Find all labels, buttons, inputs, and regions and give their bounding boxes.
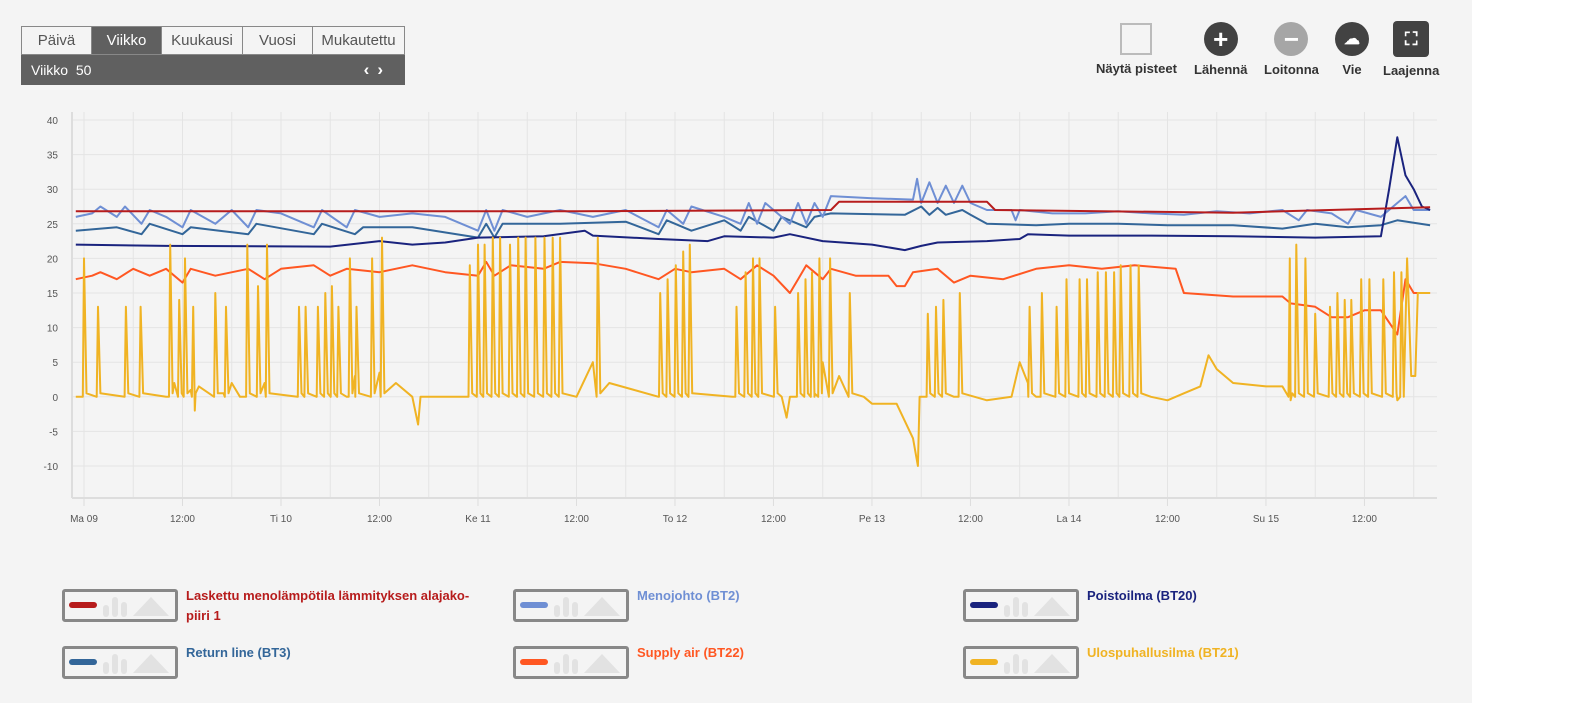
export-label: Vie xyxy=(1342,62,1362,77)
series-line-5 xyxy=(75,236,1431,467)
x-tick-label: To 12 xyxy=(663,514,688,525)
y-tick-label: 5 xyxy=(52,358,58,369)
legend-label: Ulospuhallusilma (BT21) xyxy=(1087,645,1239,660)
expand-button[interactable]: ⛶ Laajenna xyxy=(1383,21,1440,78)
bar-chart-icon xyxy=(103,654,130,674)
bar-chart-icon xyxy=(554,597,581,617)
series-swatch xyxy=(520,659,548,665)
legend-label: Return line (BT3) xyxy=(186,645,291,660)
y-tick-label: 35 xyxy=(47,151,59,162)
series-line-4 xyxy=(75,260,1431,336)
y-tick-label: -5 xyxy=(49,427,58,438)
tab-day[interactable]: Päivä xyxy=(22,27,92,54)
legend-toggle[interactable] xyxy=(963,646,1079,679)
x-tick-label: 12:00 xyxy=(1155,514,1180,525)
y-tick-label: 40 xyxy=(47,116,59,127)
series-line-0 xyxy=(75,200,1431,214)
zoom-in-button[interactable]: + Lähennä xyxy=(1194,22,1247,77)
x-tick-label: Ti 10 xyxy=(270,514,292,525)
period-selector: Päivä Viikko Kuukausi Vuosi Mukautettu V… xyxy=(21,26,405,85)
legend-label: Poistoilma (BT20) xyxy=(1087,588,1197,603)
y-tick-label: 15 xyxy=(47,289,59,300)
bar-chart-icon xyxy=(1004,654,1031,674)
temperature-chart[interactable]: -10 -5 0 5 10 15 20 25 30 35 40 Ma 09 12:00 Ti 10 12:0… xyxy=(0,0,1587,540)
bar-chart-icon xyxy=(1004,597,1031,617)
zoom-out-label: Loitonna xyxy=(1264,62,1319,77)
legend-toggle[interactable] xyxy=(513,589,629,622)
area-chart-icon xyxy=(133,654,169,673)
legend-item[interactable]: Menojohto (BT2) xyxy=(513,588,937,622)
legend-label: Supply air (BT22) xyxy=(637,645,744,660)
x-tick-label: 12:00 xyxy=(1352,514,1377,525)
legend-item[interactable]: Return line (BT3) xyxy=(62,645,486,679)
legend-item[interactable]: Supply air (BT22) xyxy=(513,645,937,679)
series-line-3 xyxy=(75,205,1431,239)
x-tick-label: Su 15 xyxy=(1253,514,1280,525)
series-swatch xyxy=(520,602,548,608)
plus-icon: + xyxy=(1203,22,1238,56)
x-tick-label: Ma 09 xyxy=(70,514,98,525)
cloud-download-icon: ☁ xyxy=(1335,22,1369,56)
area-chart-icon xyxy=(1034,597,1070,616)
legend-toggle[interactable] xyxy=(62,646,178,679)
x-tick-label: Ke 11 xyxy=(465,514,491,525)
series-swatch xyxy=(69,602,97,608)
tab-custom[interactable]: Mukautettu xyxy=(321,32,396,49)
zoom-out-button[interactable]: − Loitonna xyxy=(1264,22,1319,77)
area-chart-icon xyxy=(133,597,169,616)
area-chart-icon xyxy=(584,654,620,673)
zoom-in-label: Lähennä xyxy=(1194,62,1248,77)
next-week-button[interactable]: › xyxy=(377,60,391,79)
x-tick-label: 12:00 xyxy=(761,514,786,525)
expand-label: Laajenna xyxy=(1383,63,1440,78)
legend-label: Menojohto (BT2) xyxy=(637,588,740,603)
tab-month[interactable]: Kuukausi xyxy=(162,27,243,54)
y-tick-label: 25 xyxy=(47,220,59,231)
bar-chart-icon xyxy=(103,597,130,617)
series-swatch xyxy=(970,602,998,608)
show-points-toggle[interactable]: Näytä pisteet xyxy=(1096,22,1177,76)
legend-item[interactable]: Poistoilma (BT20) xyxy=(963,588,1387,622)
week-label: Viikko xyxy=(31,62,69,78)
show-points-label: Näytä pisteet xyxy=(1096,61,1177,76)
week-navigator: Viikko 50 ‹› xyxy=(21,55,405,85)
series-line-1 xyxy=(75,177,1431,232)
prev-week-button[interactable]: ‹ xyxy=(363,60,378,79)
export-button[interactable]: ☁ Vie xyxy=(1335,22,1369,77)
bar-chart-icon xyxy=(554,654,581,674)
legend-toggle[interactable] xyxy=(513,646,629,679)
y-tick-label: 0 xyxy=(52,393,58,404)
fullscreen-icon: ⛶ xyxy=(1393,21,1430,57)
x-tick-label: La 14 xyxy=(1056,514,1081,525)
y-tick-label: 10 xyxy=(47,324,59,335)
week-number: 50 xyxy=(75,62,92,78)
legend-toggle[interactable] xyxy=(62,589,178,622)
area-chart-icon xyxy=(1034,654,1070,673)
legend-item[interactable]: Ulospuhallusilma (BT21) xyxy=(963,645,1387,679)
x-tick-label: 12:00 xyxy=(170,514,195,525)
minus-icon: − xyxy=(1274,22,1309,56)
x-tick-label: 12:00 xyxy=(958,514,983,525)
tab-year[interactable]: Vuosi xyxy=(243,27,313,54)
legend-toggle[interactable] xyxy=(963,589,1079,622)
legend-item[interactable]: Laskettu menolämpötila lämmityksen alaja… xyxy=(62,588,486,626)
series-line-2 xyxy=(75,136,1431,252)
x-tick-label: Pe 13 xyxy=(859,514,886,525)
y-tick-label: 30 xyxy=(47,185,59,196)
checkbox-icon[interactable] xyxy=(1120,23,1153,55)
y-tick-label: 20 xyxy=(47,254,59,265)
tab-week[interactable]: Viikko xyxy=(92,27,162,54)
x-tick-label: 12:00 xyxy=(367,514,392,525)
y-tick-label: -10 xyxy=(44,462,59,473)
area-chart-icon xyxy=(584,597,620,616)
series-swatch xyxy=(69,659,97,665)
series-swatch xyxy=(970,659,998,665)
legend-label: Laskettu menolämpötila lämmityksen alaja… xyxy=(186,588,470,623)
x-tick-label: 12:00 xyxy=(564,514,589,525)
